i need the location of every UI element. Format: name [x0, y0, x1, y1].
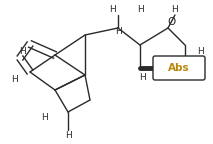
- Text: H: H: [42, 113, 48, 123]
- Text: H: H: [19, 48, 25, 56]
- Text: H: H: [197, 48, 203, 56]
- Text: H: H: [197, 72, 203, 80]
- Text: H: H: [65, 130, 71, 140]
- Text: H: H: [12, 75, 18, 85]
- Text: H: H: [115, 28, 121, 36]
- Text: O: O: [167, 17, 175, 27]
- Text: H: H: [137, 4, 143, 14]
- FancyBboxPatch shape: [153, 56, 205, 80]
- Text: H: H: [109, 4, 115, 14]
- Text: Abs: Abs: [168, 63, 190, 73]
- Text: H: H: [140, 73, 146, 83]
- Text: H: H: [172, 4, 178, 14]
